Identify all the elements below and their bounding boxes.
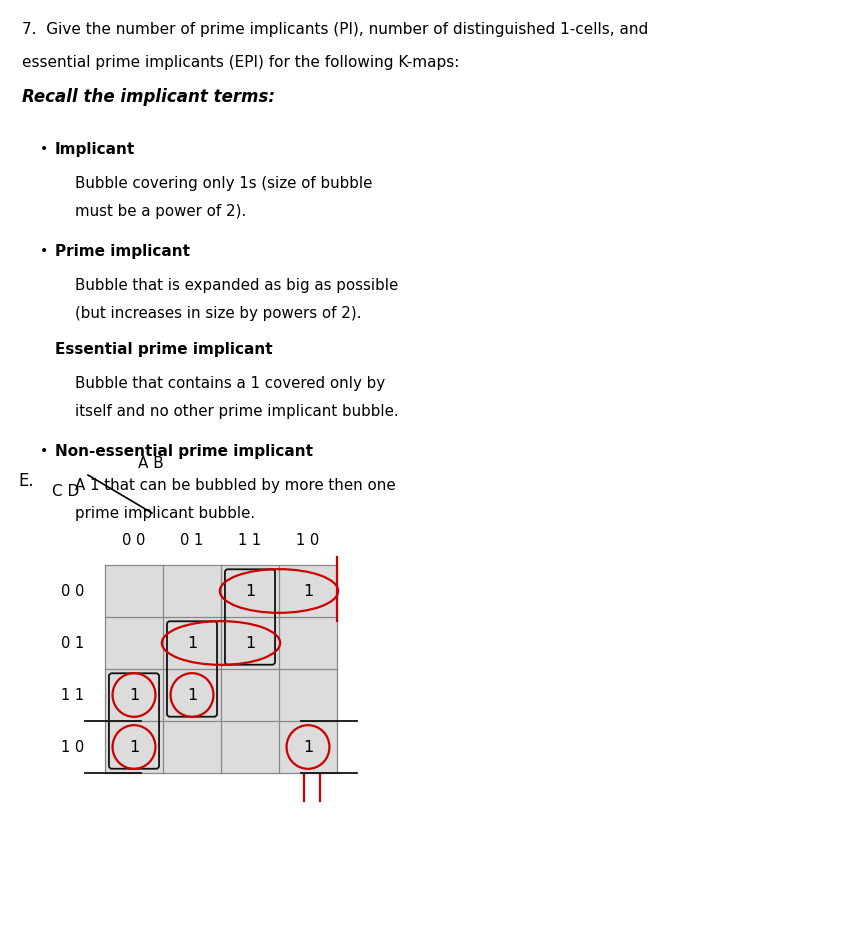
Text: itself and no other prime implicant bubble.: itself and no other prime implicant bubb…	[75, 403, 399, 419]
Text: essential prime implicants (EPI) for the following K-maps:: essential prime implicants (EPI) for the…	[22, 55, 459, 70]
Text: must be a power of 2).: must be a power of 2).	[75, 204, 246, 219]
Text: •: •	[40, 142, 48, 156]
Text: 7.  Give the number of prime implicants (PI), number of distinguished 1-cells, a: 7. Give the number of prime implicants (…	[22, 22, 649, 37]
Text: Recall the implicant terms:: Recall the implicant terms:	[22, 88, 275, 106]
Text: Non-essential prime implicant: Non-essential prime implicant	[55, 443, 313, 459]
Text: 1: 1	[303, 740, 313, 755]
Text: A 1 that can be bubbled by more then one: A 1 that can be bubbled by more then one	[75, 477, 396, 492]
Text: Prime implicant: Prime implicant	[55, 244, 190, 259]
Text: 0 1: 0 1	[62, 636, 85, 651]
Text: 1: 1	[129, 740, 139, 755]
Text: Bubble covering only 1s (size of bubble: Bubble covering only 1s (size of bubble	[75, 176, 372, 191]
Text: A B: A B	[138, 455, 164, 471]
Text: 1: 1	[245, 584, 255, 599]
Text: 1 0: 1 0	[62, 740, 85, 755]
Text: 1: 1	[187, 688, 197, 703]
Text: 0 1: 0 1	[180, 532, 203, 548]
Text: 1 1: 1 1	[239, 532, 262, 548]
Text: 1: 1	[303, 584, 313, 599]
Text: 0 0: 0 0	[123, 532, 146, 548]
Text: C D: C D	[52, 484, 79, 499]
Text: Bubble that is expanded as big as possible: Bubble that is expanded as big as possib…	[75, 278, 398, 293]
Text: E.: E.	[18, 472, 33, 489]
Text: (but increases in size by powers of 2).: (but increases in size by powers of 2).	[75, 306, 361, 321]
Text: 1 1: 1 1	[62, 688, 85, 703]
Text: prime implicant bubble.: prime implicant bubble.	[75, 505, 255, 520]
Text: 1: 1	[187, 636, 197, 651]
Text: 1 0: 1 0	[296, 532, 320, 548]
Text: •: •	[40, 244, 48, 258]
Text: •: •	[40, 443, 48, 458]
Text: Essential prime implicant: Essential prime implicant	[55, 342, 273, 357]
Text: Bubble that contains a 1 covered only by: Bubble that contains a 1 covered only by	[75, 375, 385, 390]
Text: 1: 1	[245, 636, 255, 651]
Text: 0 0: 0 0	[61, 584, 85, 599]
Bar	[105, 565, 337, 773]
Text: Implicant: Implicant	[55, 142, 136, 157]
Text: 1: 1	[129, 688, 139, 703]
